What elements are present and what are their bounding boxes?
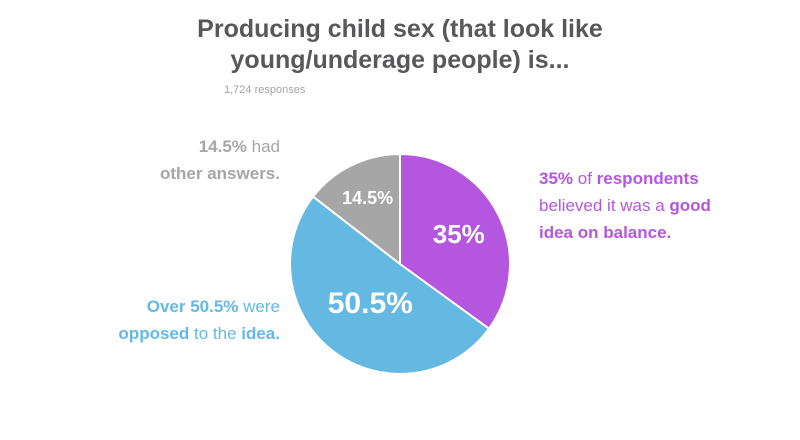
pie-label-opposed: 50.5% — [328, 287, 413, 320]
callout-other-percent: 14.5% — [198, 137, 247, 156]
callout-other-text: had — [246, 137, 280, 156]
callout-other: 14.5% had other answers. — [60, 133, 280, 187]
callout-good-respondents: respondents — [596, 169, 699, 188]
pie-label-good: 35% — [433, 219, 485, 249]
callout-opposed-text: were — [238, 297, 280, 316]
callout-opposed-text2: to the — [189, 324, 242, 343]
callout-good-percent: 35% — [539, 169, 574, 188]
chart-title-line1: Producing child sex (that look like — [197, 15, 603, 43]
callout-other-answers: other answers. — [160, 164, 280, 183]
callout-opposed-idea: idea. — [241, 324, 280, 343]
callout-opposed-word: opposed — [118, 324, 190, 343]
chart-title-line2: young/underage people) is... — [230, 46, 570, 74]
pie-slice-good — [399, 152, 511, 331]
response-count: 1,724 responses — [224, 84, 306, 96]
callout-good-balance: idea on balance. — [539, 223, 672, 242]
pie-slice-other — [311, 152, 401, 267]
pie-label-other: 14.5% — [342, 188, 393, 208]
callout-good-text: of — [573, 169, 597, 188]
callout-opposed-percent: Over 50.5% — [146, 297, 239, 316]
callout-opposed: Over 50.5% were opposed to the idea. — [20, 293, 280, 347]
callout-good-word: good — [669, 196, 711, 215]
callout-good: 35% of respondents believed it was a goo… — [539, 165, 779, 246]
pie-slice-opposed — [289, 195, 491, 375]
callout-good-text2: believed it was a — [539, 196, 670, 215]
chart-title: Producing child sex (that look like youn… — [0, 14, 800, 76]
